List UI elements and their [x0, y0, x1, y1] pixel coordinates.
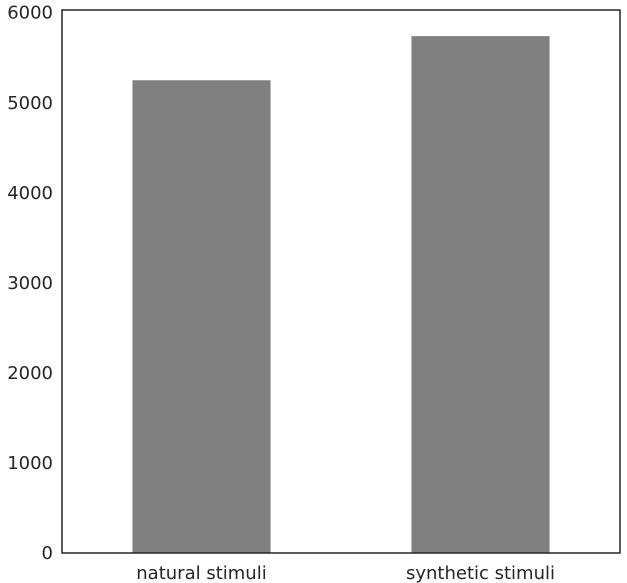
- y-tick-label: 6000: [7, 3, 53, 24]
- x-axis-ticks: natural stimuli synthetic stimuli: [136, 563, 555, 583]
- y-tick-label: 3000: [7, 273, 53, 294]
- y-tick-label: 2000: [7, 363, 53, 384]
- y-tick-label: 5000: [7, 93, 53, 114]
- x-tick-label: synthetic stimuli: [406, 563, 555, 583]
- bar-natural-stimuli: [132, 80, 270, 553]
- bars-layer: [132, 36, 549, 553]
- y-tick-label: 0: [42, 543, 53, 564]
- bar-synthetic-stimuli: [411, 36, 549, 553]
- y-tick-label: 1000: [7, 453, 53, 474]
- y-tick-label: 4000: [7, 183, 53, 204]
- x-tick-label: natural stimuli: [136, 563, 266, 583]
- y-axis-ticks: 0 1000 2000 3000 4000 5000 6000: [7, 3, 53, 564]
